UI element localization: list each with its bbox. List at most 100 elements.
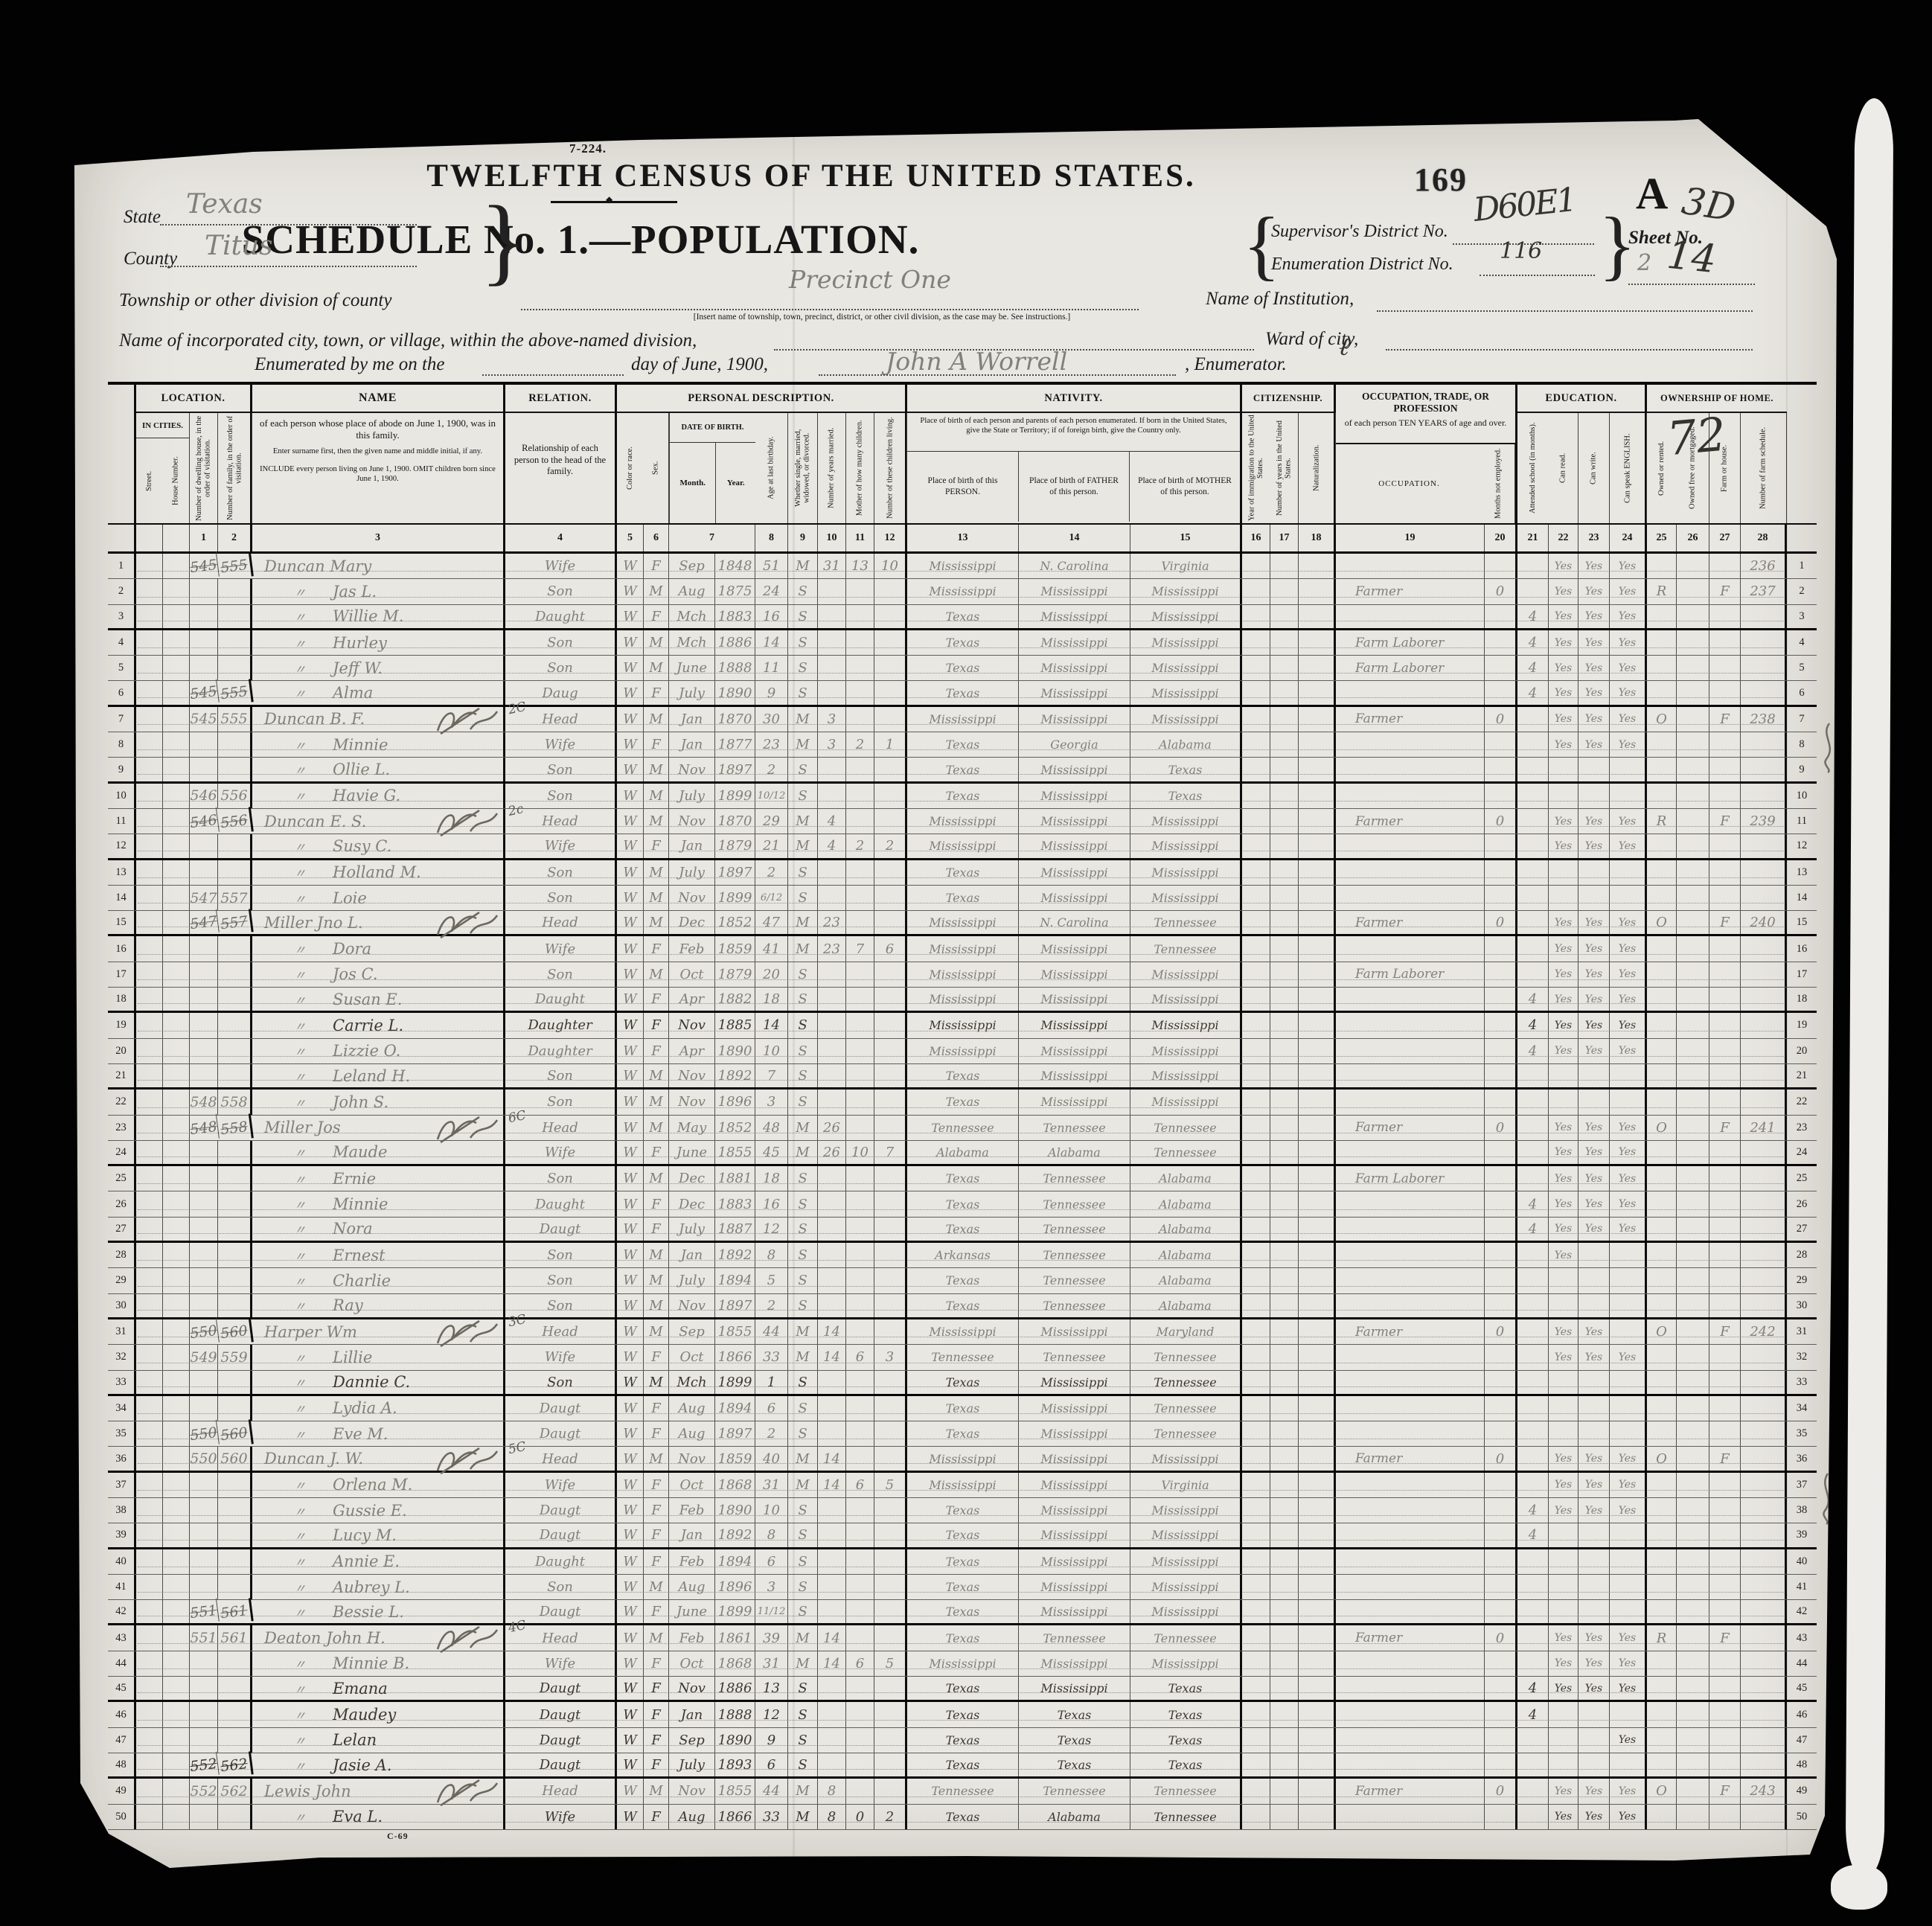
cell-fs <box>1741 885 1787 911</box>
cell-fb: Texas <box>1019 1753 1130 1777</box>
enumerator-sig-line <box>819 374 1176 376</box>
cell-cl <box>874 1600 907 1624</box>
cell-mc: 2 <box>846 732 874 758</box>
cell-mb: Texas <box>1130 783 1242 808</box>
cell-c18 <box>1299 1651 1336 1677</box>
cell-c16 <box>1242 1268 1270 1293</box>
cell-ym <box>818 962 846 988</box>
cell-mne <box>1485 1191 1517 1217</box>
cell-street <box>136 1574 163 1600</box>
cell-ym <box>818 1370 846 1394</box>
cell-bm: Dec <box>669 1166 715 1191</box>
cell-s: F <box>644 1472 669 1497</box>
cell-cl <box>874 1063 907 1088</box>
cell-fam <box>218 1651 252 1677</box>
cell-occ <box>1336 604 1485 628</box>
cell-lnum: 50 <box>108 1804 136 1829</box>
cell-age: 16 <box>755 604 788 628</box>
cell-lnum: 30 <box>108 1293 136 1317</box>
cell-street <box>136 1370 163 1394</box>
census-row-34: 34 〃 Lydia A. Daugt W F Aug 1894 6 S Texas Mississi… <box>108 1395 1817 1422</box>
cell-mne <box>1485 1013 1517 1038</box>
cell-ym: 23 <box>818 936 846 962</box>
sheet-hand-note: 3D <box>1678 179 1739 231</box>
cell-wr <box>1578 1600 1610 1624</box>
cell-en: Yes <box>1610 808 1647 834</box>
cell-mne: 0 <box>1485 808 1517 834</box>
birthplace-mother-col-label: Place of birth of MOTHER of this person. <box>1129 452 1240 522</box>
cell-ofm <box>1677 1753 1709 1777</box>
cell-en: Yes <box>1610 962 1647 988</box>
cell-own <box>1647 1370 1677 1394</box>
cell-wr <box>1578 1243 1610 1268</box>
cell-mne: 0 <box>1485 911 1517 935</box>
cell-street <box>136 604 163 628</box>
cell-house <box>163 1038 190 1063</box>
cell-wr: Yes <box>1578 911 1610 935</box>
cell-mne <box>1485 1727 1517 1753</box>
cell-fs: 241 <box>1741 1115 1787 1140</box>
cell-wr: Yes <box>1578 1115 1610 1140</box>
cell-c: W <box>617 1574 644 1600</box>
cell-rel: Daugt <box>505 1600 617 1624</box>
cell-rd <box>1549 1063 1578 1088</box>
cell-house <box>163 1625 190 1651</box>
cell-mne <box>1485 630 1517 656</box>
cell-dw: 548 <box>188 1113 220 1142</box>
cell-rd: Yes <box>1549 706 1578 732</box>
cell-cl <box>874 808 907 834</box>
cell-dw <box>190 732 218 758</box>
cell-rd <box>1549 758 1578 781</box>
cell-wr <box>1578 1574 1610 1600</box>
cell-ms: S <box>788 681 818 705</box>
cell-ofm <box>1677 1804 1709 1829</box>
cell-c18 <box>1299 758 1336 781</box>
cell-pb: Texas <box>907 1268 1019 1293</box>
cell-rd: Yes <box>1549 579 1578 604</box>
cell-house <box>163 1600 190 1624</box>
cell-cl <box>874 1090 907 1115</box>
cell-rd <box>1549 1753 1578 1777</box>
cell-house <box>163 604 190 628</box>
cell-own <box>1647 630 1677 656</box>
cell-nm: 〃 Maude <box>252 1140 505 1165</box>
cell-street <box>136 732 163 758</box>
cell-fb: Mississippi <box>1019 1063 1130 1088</box>
census-row-38: 38 〃 Gussie E. Daugt W F Feb 1890 10 S Texas Missis… <box>108 1497 1817 1524</box>
cell-ym <box>818 1421 846 1447</box>
cell-fs <box>1741 1497 1787 1523</box>
cell-pb: Texas <box>907 885 1019 911</box>
cell-fh <box>1709 1549 1741 1574</box>
cell-c16 <box>1242 554 1270 579</box>
cell-c16 <box>1242 1090 1270 1115</box>
cell-age: 9 <box>755 681 788 705</box>
cell-en <box>1610 1268 1647 1293</box>
cell-sch <box>1517 808 1549 834</box>
cell-house <box>163 1651 190 1677</box>
cell-c17 <box>1270 1013 1299 1038</box>
cell-occ: Farmer <box>1336 706 1485 732</box>
farm-schedule-col-label: Number of farm schedule. <box>1741 413 1787 523</box>
cell-rel: Son <box>505 1243 617 1268</box>
cell-ms: S <box>788 604 818 628</box>
cell-ofm <box>1677 681 1709 705</box>
cell-ofm <box>1677 1727 1709 1753</box>
cell-bm: May <box>669 1115 715 1140</box>
cell-lnum: 25 <box>108 1166 136 1191</box>
sheet-number-extra: 2 <box>1637 250 1652 276</box>
ditto-mark: 〃 <box>294 1146 307 1161</box>
tabulation-scrawl <box>433 1315 502 1353</box>
cell-rnum: 11 <box>1797 815 1807 828</box>
cell-fb: Mississippi <box>1019 808 1130 834</box>
cell-sch: 4 <box>1517 630 1549 656</box>
cell-nm: Duncan E. S. <box>252 808 505 837</box>
cell-c17 <box>1270 1727 1299 1753</box>
cell-age: 23 <box>755 732 788 758</box>
cell-rnum: 8 <box>1799 738 1805 751</box>
cell-c16 <box>1242 962 1270 988</box>
cell-en <box>1610 1319 1647 1345</box>
tabulation-mark: 5C <box>507 1439 528 1458</box>
cell-sch <box>1517 962 1549 988</box>
cell-ym: 26 <box>818 1140 846 1165</box>
cell-own <box>1647 1651 1677 1677</box>
